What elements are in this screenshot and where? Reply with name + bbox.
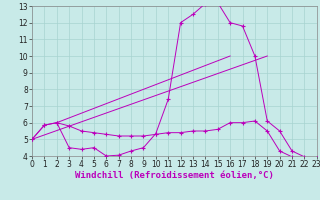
X-axis label: Windchill (Refroidissement éolien,°C): Windchill (Refroidissement éolien,°C) bbox=[75, 171, 274, 180]
